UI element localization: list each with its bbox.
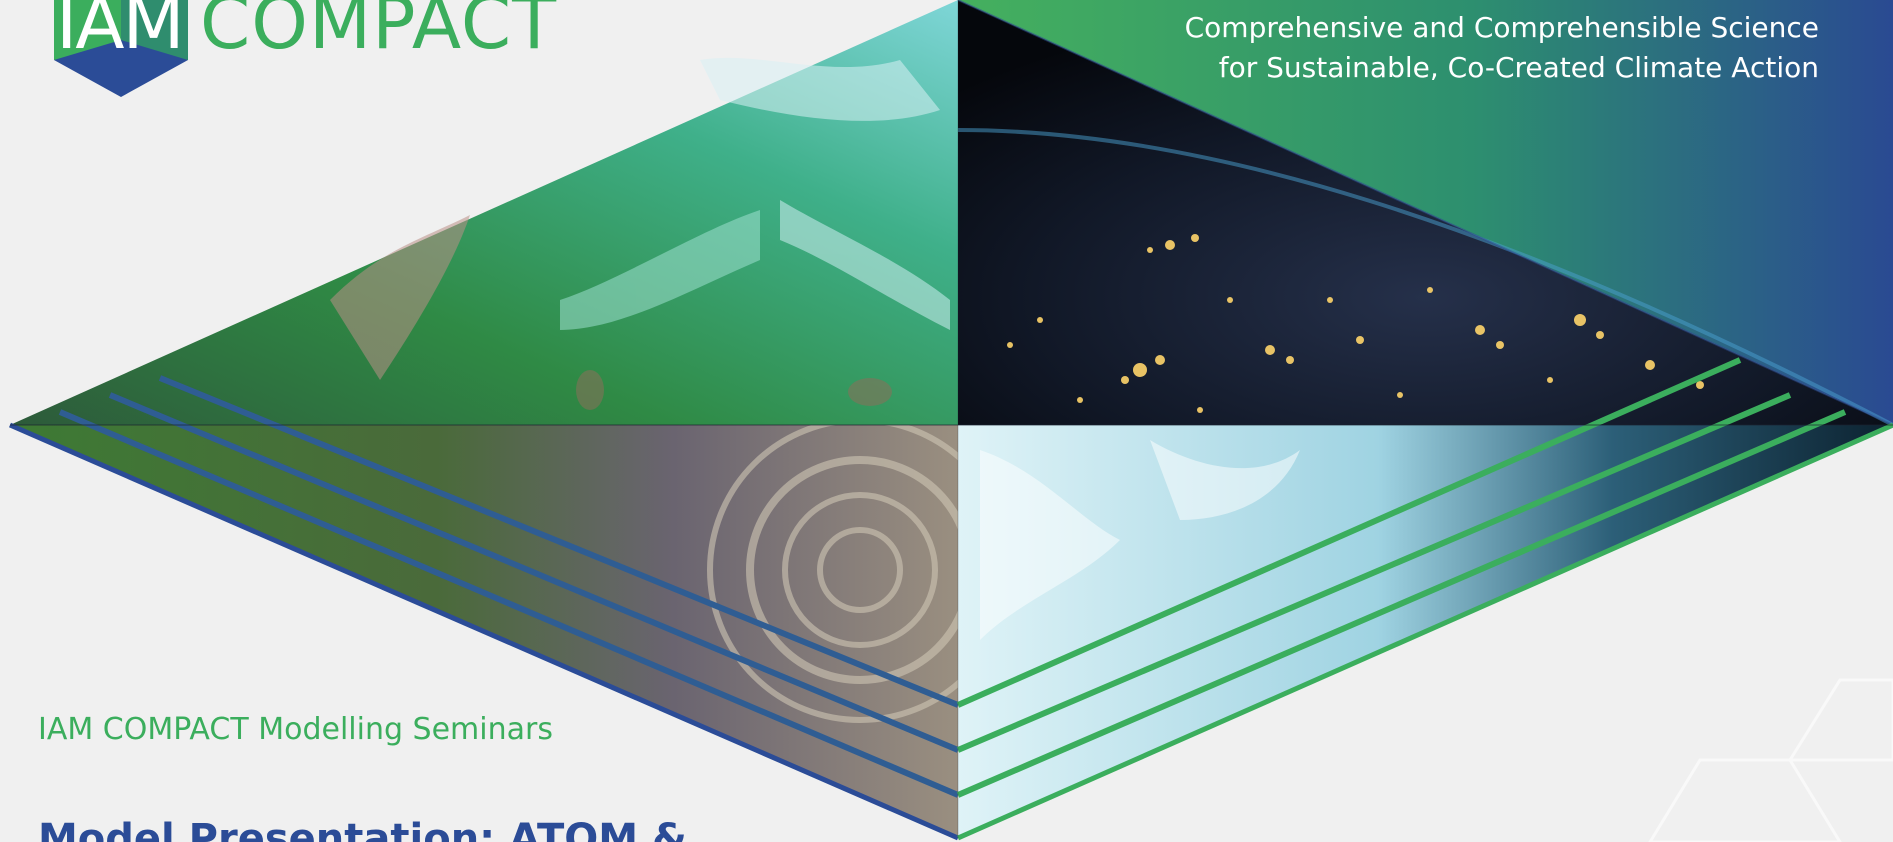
logo-word-compact-text: COMPACT bbox=[200, 0, 558, 65]
series-label: IAM COMPACT Modelling Seminars bbox=[38, 712, 553, 747]
logo-word-compact: COMPACT bbox=[200, 0, 557, 68]
tagline: Comprehensive and Comprehensible Science… bbox=[1059, 8, 1819, 88]
logo-cube-icon bbox=[54, 0, 188, 97]
tagline-line-1: Comprehensive and Comprehensible Science bbox=[1184, 11, 1819, 44]
logo-word-iam: IAM bbox=[56, 0, 185, 65]
satellite-coast-image bbox=[10, 0, 958, 425]
presentation-title: Model Presentation: ATOM & bbox=[38, 816, 687, 842]
tagline-line-2: for Sustainable, Co-Created Climate Acti… bbox=[1218, 51, 1819, 84]
